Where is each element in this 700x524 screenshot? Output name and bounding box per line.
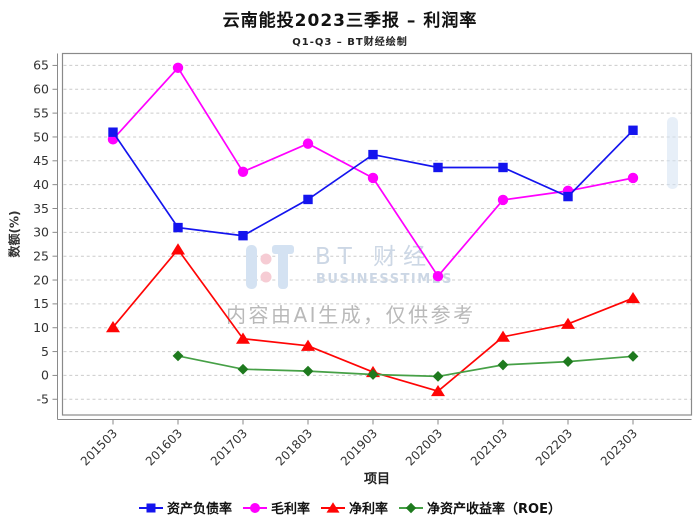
legend-marker-icon [321,501,346,513]
chart-subtitle: Q1-Q3 – BT财经绘制 [292,37,408,48]
data-point-marker [496,330,510,342]
legend-label: 净利率 [349,502,389,517]
data-point-marker [173,222,183,233]
y-tick-label: -5 [37,392,49,407]
x-tick-label: 202003 [403,426,445,468]
chart-legend: 资产负债率 毛利率 净利率 净资产收益率（ROE） [0,498,700,517]
y-tick-label: 10 [33,320,49,335]
data-point-marker [563,191,573,202]
data-point-marker [171,243,185,255]
watermark-fragment [667,117,678,189]
legend-item-1: 毛利率 [243,498,310,517]
data-point-marker [367,172,379,184]
watermark-brand-cn: BT 财经 [315,244,433,270]
watermark-logo-dot [260,253,272,265]
data-point-marker [433,162,443,173]
x-tick-label: 201503 [78,426,120,468]
gridlines [63,64,692,400]
data-point-marker [368,149,378,160]
x-tick-label: 201903 [338,426,380,468]
data-point-marker [367,369,379,380]
data-point-marker [302,365,314,377]
watermark-brand-en: BUSINESSTIMES [316,272,453,287]
y-tick-label: 20 [33,272,49,287]
data-point-marker [108,127,118,137]
x-tick-label: 202203 [533,426,575,468]
x-tick-label: 201703 [208,426,250,468]
series-0 [108,125,638,241]
watermark-disclaimer: 内容由AI生成，仅供参考 [226,303,476,327]
y-tick-label: 65 [33,58,49,73]
legend-item-0: 资产负债率 [139,498,232,517]
data-point-marker [626,291,640,304]
y-tick-label: 35 [33,201,49,216]
data-point-marker [172,62,184,74]
series-3 [172,350,639,382]
data-point-marker [301,339,315,351]
legend-label: 净资产收益率（ROE） [427,502,561,517]
data-point-marker [237,363,249,375]
data-point-marker [562,356,574,367]
legend-label: 资产负债率 [167,502,233,517]
y-tick-label: 25 [33,248,49,263]
data-point-marker [431,384,445,397]
watermark-logo-bar [246,245,257,289]
x-tick-label: 202303 [598,426,640,468]
data-point-marker [303,194,313,205]
data-point-marker [236,332,250,344]
data-point-marker [627,350,639,362]
data-point-marker [561,317,575,329]
y-tick-label: 0 [41,368,49,383]
y-axis-title: 数额(%) [7,210,22,258]
data-point-marker [497,359,509,371]
data-point-marker [627,172,639,184]
y-tick-label: 50 [33,129,49,144]
legend-marker-icon [243,502,268,513]
y-tick-label: 5 [41,344,49,359]
data-point-marker [238,230,248,241]
legend-marker-icon [399,502,424,513]
data-point-marker [302,138,314,149]
legend-item-3: 净资产收益率（ROE） [399,498,561,517]
x-tick-label: 202103 [468,426,510,468]
x-axis-title: 项目 [363,472,390,487]
watermark: BT 财经 BUSINESSTIMES 内容由AI生成，仅供参考 [226,117,678,327]
data-point-marker [432,271,444,282]
series [106,62,640,397]
series-line [177,355,634,378]
x-tick-label: 201603 [143,426,185,468]
data-point-marker [628,125,638,135]
y-tick-label: 55 [33,105,49,120]
y-tick-label: 60 [33,82,49,97]
chart-title: 云南能投2023三季报 – 利润率 [222,11,478,31]
watermark-logo-stem [278,245,288,289]
y-tick-label: 15 [33,296,49,311]
data-point-marker [497,194,509,206]
data-point-marker [432,370,444,382]
y-tick-label: 30 [33,225,49,240]
legend-label: 毛利率 [271,502,311,517]
y-tick-label: 40 [33,177,49,192]
x-tick-label: 201803 [273,426,315,468]
data-point-marker [498,162,508,173]
watermark-logo-dot [260,271,272,283]
legend-marker-icon [139,503,163,512]
data-point-marker [237,166,249,177]
data-point-marker [172,350,184,362]
y-tick-label: 45 [33,153,49,168]
legend-item-2: 净利率 [321,498,388,517]
data-point-marker [106,321,120,333]
plot-border [61,52,693,416]
